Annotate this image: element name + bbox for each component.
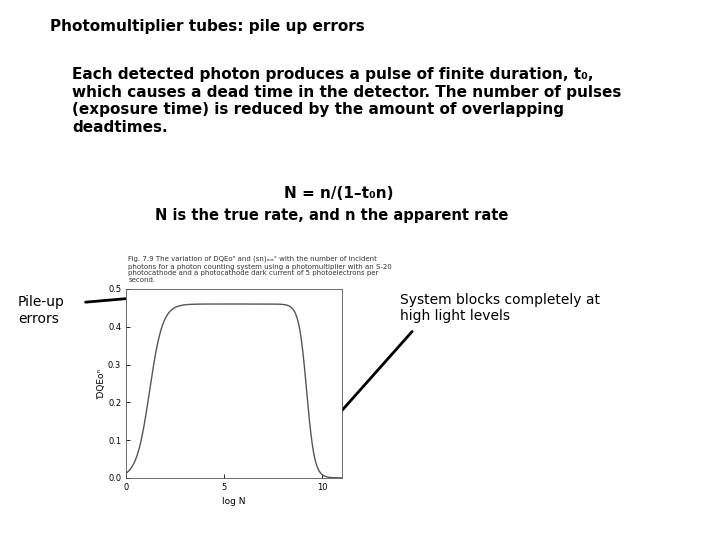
Text: Pile-up
errors: Pile-up errors xyxy=(18,295,65,326)
Y-axis label: 'DQEᴏⁿ: 'DQEᴏⁿ xyxy=(96,368,105,399)
Text: Photomultiplier tubes: pile up errors: Photomultiplier tubes: pile up errors xyxy=(50,19,365,34)
Text: N is the true rate, and n the apparent rate: N is the true rate, and n the apparent r… xyxy=(155,208,508,223)
Text: Fig. 7.9 The variation of DQEᴏⁿ and (sn)ₘₐˣ with the number of incident
photons : Fig. 7.9 The variation of DQEᴏⁿ and (sn)… xyxy=(128,256,392,284)
Text: N = n/(1–t₀n): N = n/(1–t₀n) xyxy=(284,186,393,201)
Text: System blocks completely at
high light levels: System blocks completely at high light l… xyxy=(400,293,600,323)
Text: Each detected photon produces a pulse of finite duration, t₀,
which causes a dea: Each detected photon produces a pulse of… xyxy=(72,68,621,134)
X-axis label: log N: log N xyxy=(222,497,246,507)
